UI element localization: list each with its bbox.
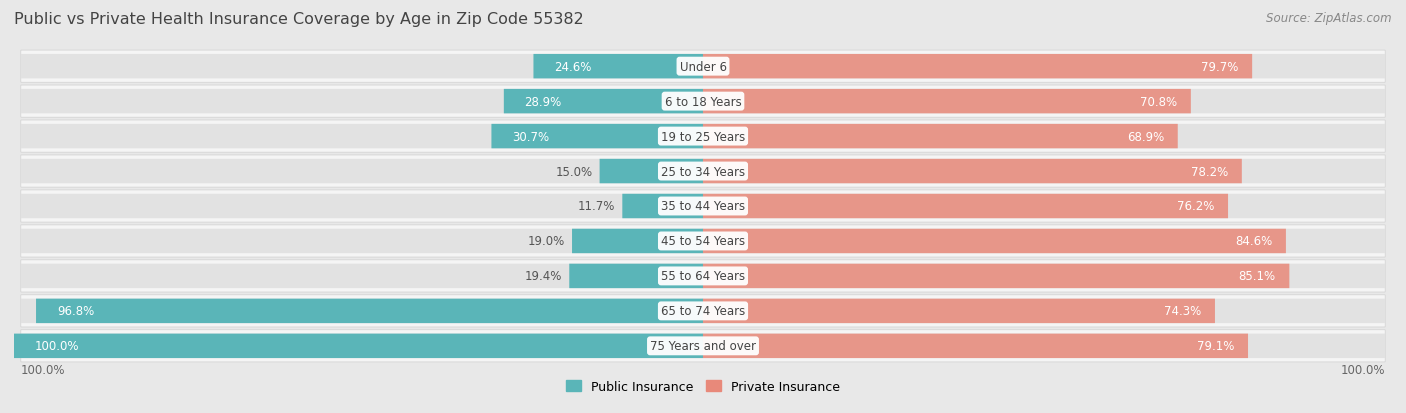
Text: 68.9%: 68.9% [1126, 130, 1164, 143]
FancyBboxPatch shape [703, 299, 1385, 323]
Text: 75 Years and over: 75 Years and over [650, 339, 756, 352]
Legend: Public Insurance, Private Insurance: Public Insurance, Private Insurance [561, 375, 845, 398]
FancyBboxPatch shape [21, 295, 1385, 327]
Text: 11.7%: 11.7% [578, 200, 616, 213]
Text: 100.0%: 100.0% [21, 363, 66, 376]
FancyBboxPatch shape [703, 334, 1249, 358]
Text: 74.3%: 74.3% [1164, 305, 1201, 318]
Text: 15.0%: 15.0% [555, 165, 593, 178]
FancyBboxPatch shape [703, 299, 1215, 323]
FancyBboxPatch shape [21, 334, 703, 358]
FancyBboxPatch shape [599, 159, 703, 184]
Text: 19.0%: 19.0% [529, 235, 565, 248]
Text: 19.4%: 19.4% [524, 270, 562, 283]
Text: 79.7%: 79.7% [1201, 61, 1239, 74]
Text: 24.6%: 24.6% [554, 61, 592, 74]
FancyBboxPatch shape [623, 194, 703, 219]
FancyBboxPatch shape [492, 125, 703, 149]
Text: 65 to 74 Years: 65 to 74 Years [661, 305, 745, 318]
Text: 78.2%: 78.2% [1191, 165, 1227, 178]
FancyBboxPatch shape [703, 125, 1178, 149]
FancyBboxPatch shape [21, 229, 703, 254]
FancyBboxPatch shape [703, 229, 1385, 254]
Text: 19 to 25 Years: 19 to 25 Years [661, 130, 745, 143]
FancyBboxPatch shape [21, 86, 1385, 118]
FancyBboxPatch shape [21, 264, 703, 288]
FancyBboxPatch shape [703, 194, 1385, 219]
FancyBboxPatch shape [703, 55, 1385, 79]
Text: 79.1%: 79.1% [1197, 339, 1234, 352]
Text: 25 to 34 Years: 25 to 34 Years [661, 165, 745, 178]
Text: 85.1%: 85.1% [1239, 270, 1275, 283]
FancyBboxPatch shape [703, 334, 1385, 358]
FancyBboxPatch shape [703, 264, 1385, 288]
FancyBboxPatch shape [703, 90, 1385, 114]
FancyBboxPatch shape [703, 159, 1385, 184]
FancyBboxPatch shape [703, 229, 1286, 254]
Text: 84.6%: 84.6% [1234, 235, 1272, 248]
FancyBboxPatch shape [703, 125, 1385, 149]
FancyBboxPatch shape [21, 55, 703, 79]
FancyBboxPatch shape [703, 159, 1241, 184]
Text: 35 to 44 Years: 35 to 44 Years [661, 200, 745, 213]
FancyBboxPatch shape [21, 125, 703, 149]
FancyBboxPatch shape [21, 194, 703, 219]
Text: Under 6: Under 6 [679, 61, 727, 74]
FancyBboxPatch shape [572, 229, 703, 254]
FancyBboxPatch shape [533, 55, 703, 79]
FancyBboxPatch shape [21, 156, 1385, 188]
Text: 28.9%: 28.9% [524, 95, 562, 108]
FancyBboxPatch shape [21, 90, 703, 114]
Text: Public vs Private Health Insurance Coverage by Age in Zip Code 55382: Public vs Private Health Insurance Cover… [14, 12, 583, 27]
FancyBboxPatch shape [703, 194, 1227, 219]
Text: 100.0%: 100.0% [1340, 363, 1385, 376]
Text: 45 to 54 Years: 45 to 54 Years [661, 235, 745, 248]
FancyBboxPatch shape [703, 90, 1191, 114]
FancyBboxPatch shape [21, 190, 1385, 223]
FancyBboxPatch shape [569, 264, 703, 288]
FancyBboxPatch shape [21, 159, 703, 184]
FancyBboxPatch shape [503, 90, 703, 114]
Text: 96.8%: 96.8% [56, 305, 94, 318]
FancyBboxPatch shape [21, 299, 703, 323]
Text: 100.0%: 100.0% [35, 339, 79, 352]
Text: Source: ZipAtlas.com: Source: ZipAtlas.com [1267, 12, 1392, 25]
FancyBboxPatch shape [703, 264, 1289, 288]
Text: 55 to 64 Years: 55 to 64 Years [661, 270, 745, 283]
Text: 76.2%: 76.2% [1177, 200, 1215, 213]
FancyBboxPatch shape [21, 260, 1385, 292]
FancyBboxPatch shape [21, 51, 1385, 83]
Text: 6 to 18 Years: 6 to 18 Years [665, 95, 741, 108]
FancyBboxPatch shape [21, 121, 1385, 153]
FancyBboxPatch shape [703, 55, 1253, 79]
Text: 30.7%: 30.7% [512, 130, 550, 143]
FancyBboxPatch shape [21, 225, 1385, 257]
FancyBboxPatch shape [14, 334, 703, 358]
Text: 70.8%: 70.8% [1140, 95, 1177, 108]
FancyBboxPatch shape [37, 299, 703, 323]
FancyBboxPatch shape [21, 330, 1385, 362]
